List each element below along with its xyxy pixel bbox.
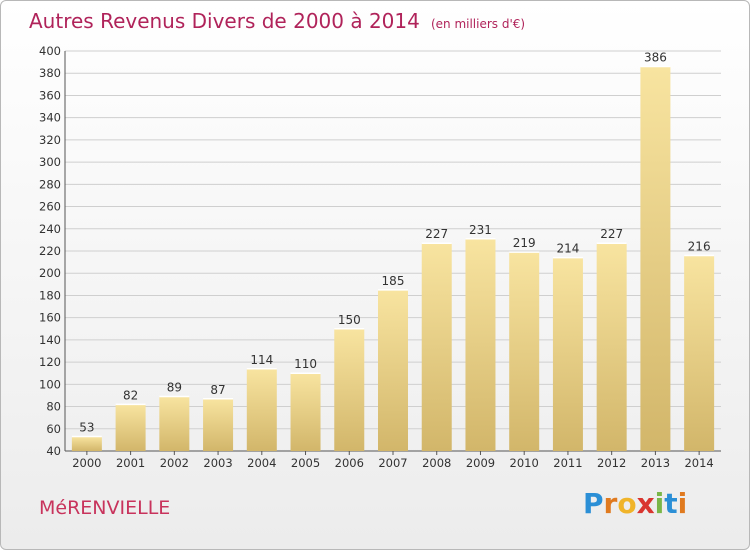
bar-value-label: 53 xyxy=(79,421,94,435)
y-tick-label: 400 xyxy=(39,44,61,58)
bar xyxy=(684,255,715,451)
bar xyxy=(203,398,234,451)
bar-value-label: 110 xyxy=(294,357,317,371)
bar xyxy=(421,243,452,451)
x-tick-label: 2008 xyxy=(422,456,451,470)
y-tick-label: 240 xyxy=(39,222,61,236)
x-tick-label: 2010 xyxy=(510,456,539,470)
x-tick-label: 2012 xyxy=(597,456,626,470)
x-tick-label: 2009 xyxy=(466,456,495,470)
logo-letter: P xyxy=(583,487,604,520)
y-tick-label: 200 xyxy=(39,266,61,280)
bar-value-label: 114 xyxy=(250,353,273,367)
bar xyxy=(596,243,627,451)
y-tick-label: 80 xyxy=(46,400,61,414)
bar-value-label: 227 xyxy=(425,227,448,241)
x-tick-label: 2006 xyxy=(335,456,364,470)
bar xyxy=(334,328,365,451)
bar-value-label: 82 xyxy=(123,388,138,402)
y-tick-label: 320 xyxy=(39,133,61,147)
x-tick-label: 2001 xyxy=(116,456,145,470)
unit-note: (en milliers d'€) xyxy=(430,17,526,31)
bar-value-label: 89 xyxy=(167,381,182,395)
bar-value-label: 227 xyxy=(600,227,623,241)
bar-value-label: 150 xyxy=(338,313,361,327)
bar xyxy=(159,396,190,451)
logo-letter: x xyxy=(636,487,655,520)
bar xyxy=(509,252,540,451)
logo-letter: i xyxy=(654,487,665,520)
proxiti-logo: Proxiti xyxy=(583,487,687,520)
x-tick-label: 2003 xyxy=(203,456,232,470)
x-tick-label: 2004 xyxy=(247,456,276,470)
y-tick-label: 140 xyxy=(39,333,61,347)
y-tick-label: 100 xyxy=(39,377,61,391)
y-tick-label: 380 xyxy=(39,66,61,80)
y-tick-label: 300 xyxy=(39,155,61,169)
bar-value-label: 216 xyxy=(688,239,711,253)
y-tick-label: 120 xyxy=(39,355,61,369)
y-tick-label: 340 xyxy=(39,111,61,125)
x-tick-label: 2014 xyxy=(684,456,713,470)
bar-value-label: 87 xyxy=(210,383,225,397)
x-tick-label: 2011 xyxy=(553,456,582,470)
bar xyxy=(378,289,408,451)
logo-letter: t xyxy=(664,487,678,520)
bar xyxy=(552,257,583,451)
logo-letter: r xyxy=(603,487,618,520)
bar xyxy=(71,436,102,451)
bar xyxy=(465,238,496,451)
x-tick-label: 2000 xyxy=(72,456,101,470)
y-tick-label: 360 xyxy=(39,88,61,102)
bar xyxy=(115,404,146,451)
bar xyxy=(290,373,321,451)
logo-letter: i xyxy=(677,487,688,520)
x-tick-label: 2002 xyxy=(160,456,189,470)
x-tick-label: 2005 xyxy=(291,456,320,470)
title-text: Autres Revenus Divers de 2000 à 2014 xyxy=(29,9,420,33)
bar-value-label: 185 xyxy=(382,274,405,288)
y-tick-label: 280 xyxy=(39,177,61,191)
y-tick-label: 180 xyxy=(39,288,61,302)
bar-value-label: 386 xyxy=(644,51,667,65)
bar xyxy=(246,368,277,451)
logo-letter: o xyxy=(617,487,637,520)
bar xyxy=(640,66,671,452)
chart-title: Autres Revenus Divers de 2000 à 2014 (en… xyxy=(29,9,525,33)
x-tick-label: 2007 xyxy=(378,456,407,470)
y-tick-label: 220 xyxy=(39,244,61,258)
y-tick-label: 160 xyxy=(39,311,61,325)
x-tick-label: 2013 xyxy=(641,456,670,470)
place-name: MéRENVIELLE xyxy=(39,497,171,519)
bar-value-label: 219 xyxy=(513,236,536,250)
y-tick-label: 260 xyxy=(39,200,61,214)
bar-value-label: 231 xyxy=(469,223,492,237)
y-tick-label: 40 xyxy=(46,444,61,458)
bar-value-label: 214 xyxy=(556,242,579,256)
y-tick-label: 60 xyxy=(46,422,61,436)
